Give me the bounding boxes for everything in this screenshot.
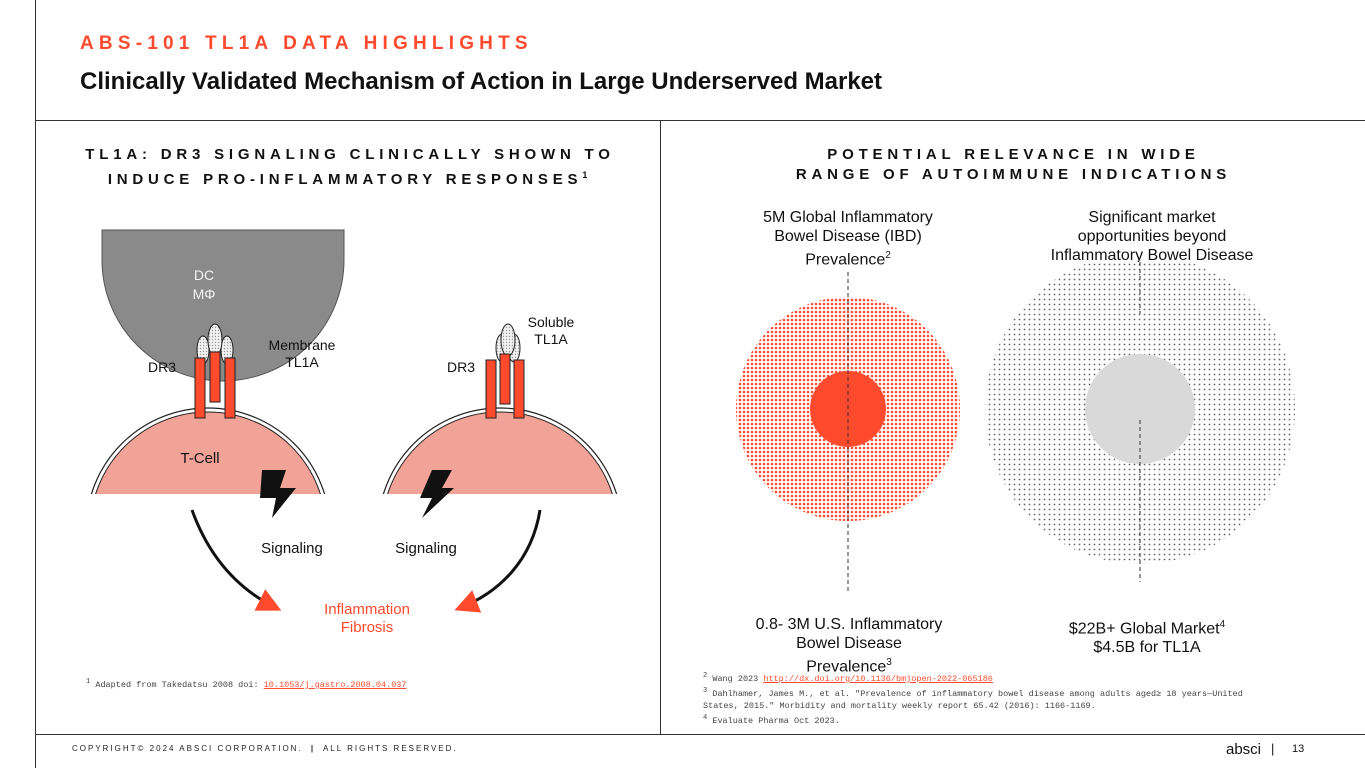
- lightning-bolt-right-icon: [420, 470, 454, 518]
- footnote-2: 2 Wang 2023 http://dx.doi.org/10.1136/bm…: [703, 672, 993, 684]
- market-opportunity-label: Significant market opportunities beyond …: [1050, 209, 1254, 264]
- dr3-receptor-right: [485, 353, 525, 419]
- header-divider: [35, 120, 1365, 121]
- tl1a-market-circle: [1085, 354, 1195, 464]
- absci-logo: absci: [1226, 741, 1262, 758]
- panel-divider: [660, 120, 661, 735]
- dr3-label-right: DR3: [447, 359, 475, 375]
- inflammation-label: Inflammation: [324, 601, 410, 618]
- right-title-line-1: POTENTIAL RELEVANCE IN WIDE: [827, 146, 1200, 163]
- membrane-tl1a-label: TL1A: [285, 354, 319, 370]
- page-number: 13: [1292, 743, 1305, 755]
- market-circles-graphic: [736, 262, 1295, 592]
- right-section-title: POTENTIAL RELEVANCE IN WIDE RANGE OF AUT…: [662, 145, 1365, 185]
- soluble-tl1a-label: TL1A: [534, 331, 568, 347]
- global-market-label: $22B+ Global Market4 $4.5B for TL1A: [1068, 619, 1226, 657]
- footnote-2-link[interactable]: http://dx.doi.org/10.1136/bmjopen-2022-0…: [763, 673, 993, 684]
- footer-divider: [35, 734, 1365, 735]
- membrane-label: Membrane: [269, 337, 336, 353]
- footnote-3: 3 Dahlhamer, James M., et al. "Prevalenc…: [703, 686, 1243, 699]
- soluble-tl1a-trimer: [495, 323, 521, 363]
- copyright-footer: COPYRIGHT© 2024 ABSCI CORPORATION. | ALL…: [72, 744, 458, 753]
- signaling-label-left: Signaling: [261, 540, 323, 557]
- macrophage-label: MΦ: [193, 286, 216, 302]
- footnote-doi-link[interactable]: 10.1053/j.gastro.2008.04.037: [263, 679, 407, 690]
- dr3-label-left: DR3: [148, 359, 176, 375]
- page-title: Clinically Validated Mechanism of Action…: [80, 68, 883, 95]
- lightning-bolt-left-icon: [260, 470, 296, 518]
- left-footnote: 1 Adapted from Takedatsu 2008 doi: 10.10…: [86, 678, 407, 690]
- eyebrow-title: ABS-101 TL1A DATA HIGHLIGHTS: [80, 33, 533, 54]
- tcell-label: T-Cell: [180, 450, 219, 467]
- signaling-arrow-right: [454, 509, 542, 613]
- ibd-global-prevalence-label: 5M Global Inflammatory Bowel Disease (IB…: [763, 209, 933, 269]
- soluble-label: Soluble: [528, 314, 575, 330]
- tl1a-signaling-diagram: DC MΦ T-Cell DR3 Membrane TL1A DR3 Solub…: [90, 229, 618, 636]
- dc-label: DC: [194, 267, 214, 283]
- signaling-arrow-left: [190, 509, 282, 611]
- left-title-line-2: INDUCE PRO-INFLAMMATORY RESPONSES1: [107, 170, 593, 188]
- signaling-label-right: Signaling: [395, 540, 457, 557]
- footnote-3-cont: States, 2015." Morbidity and mortality w…: [703, 700, 1096, 711]
- fibrosis-label: Fibrosis: [341, 619, 394, 636]
- left-title-line-1: TL1A: DR3 SIGNALING CLINICALLY SHOWN TO: [85, 146, 615, 163]
- us-ibd-prevalence-label: 0.8- 3M U.S. Inflammatory Bowel Disease …: [755, 616, 943, 676]
- frame-left-line: [35, 0, 36, 768]
- right-footnotes: 2 Wang 2023 http://dx.doi.org/10.1136/bm…: [703, 670, 1323, 726]
- dr3-receptor-left: [194, 351, 236, 419]
- footnote-4: 4 Evaluate Pharma Oct 2023.: [703, 713, 840, 726]
- left-section-title: TL1A: DR3 SIGNALING CLINICALLY SHOWN TO …: [40, 145, 660, 190]
- page-separator: |: [1271, 741, 1275, 756]
- right-title-line-2: RANGE OF AUTOIMMUNE INDICATIONS: [795, 166, 1232, 183]
